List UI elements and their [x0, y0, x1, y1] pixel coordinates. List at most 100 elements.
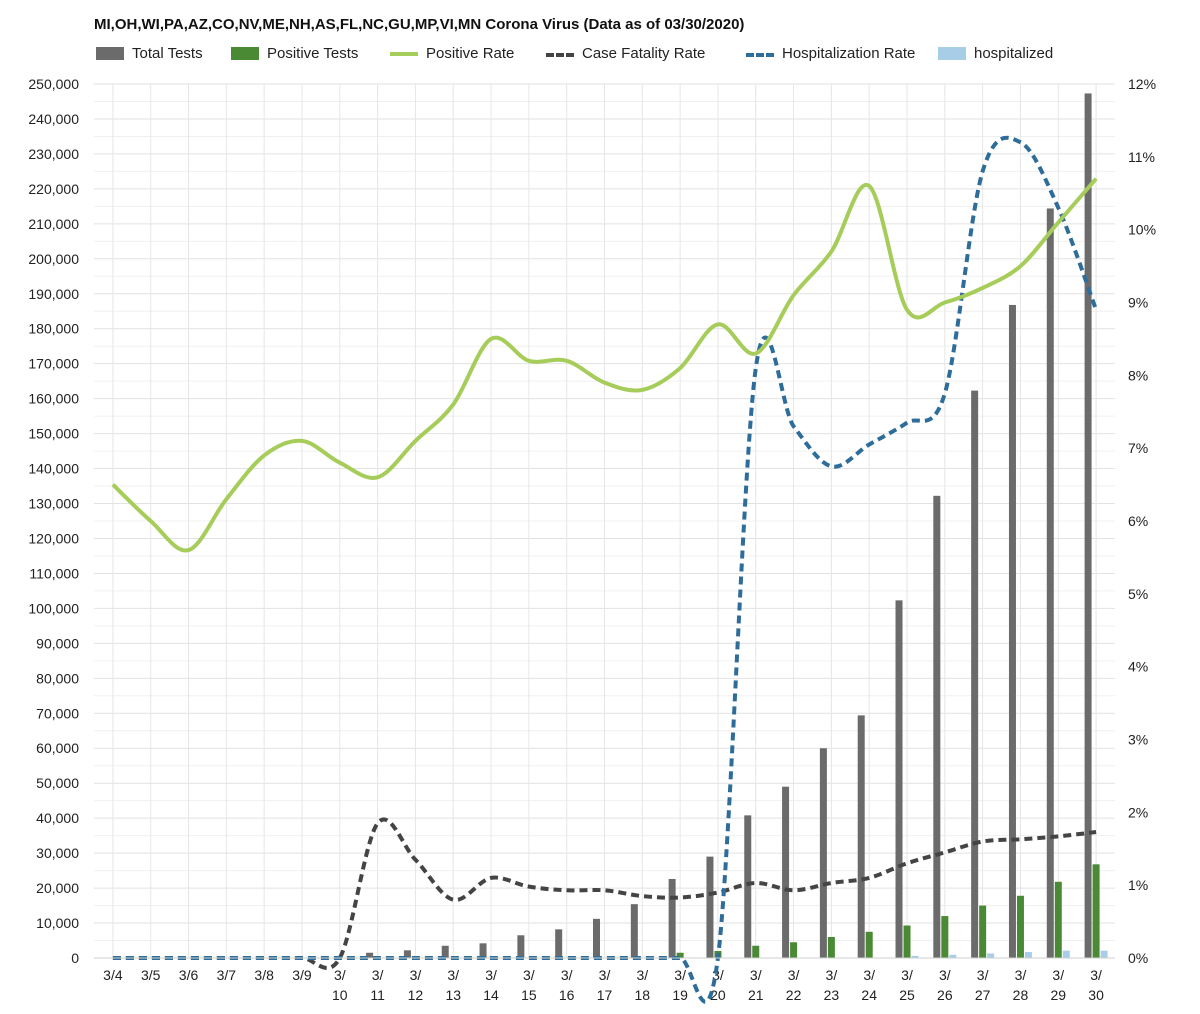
x-tick-label: 25: [899, 987, 915, 1003]
x-tick-label: 3/: [1052, 967, 1064, 983]
x-tick-label: 3/: [410, 967, 422, 983]
bar-total-tests: [895, 600, 903, 958]
x-tick-label: 26: [937, 987, 953, 1003]
legend-label: Case Fatality Rate: [582, 45, 706, 62]
bar-positive-tests: [865, 931, 873, 958]
bar-positive-tests: [1092, 864, 1100, 958]
legend-swatch: [938, 47, 966, 60]
x-tick-label: 3/: [939, 967, 951, 983]
y-left-tick-label: 70,000: [36, 705, 79, 721]
y-left-tick-label: 130,000: [28, 496, 79, 512]
x-tick-label: 3/4: [103, 967, 123, 983]
x-tick-label: 3/: [788, 967, 800, 983]
bar-total-tests: [479, 943, 487, 958]
legend-label: Positive Rate: [426, 45, 515, 62]
y-right-tick-label: 2%: [1128, 804, 1148, 820]
bar-positive-tests: [752, 945, 760, 958]
x-tick-label: 16: [559, 987, 575, 1003]
bar-total-tests: [1008, 304, 1016, 958]
x-tick-label: 3/: [561, 967, 573, 983]
y-left-tick-label: 80,000: [36, 670, 79, 686]
bar-total-tests: [971, 390, 979, 958]
x-tick-label: 3/: [863, 967, 875, 983]
bar-positive-tests: [827, 937, 835, 958]
legend-swatch: [546, 53, 574, 57]
bar-total-tests: [630, 904, 638, 958]
y-right-tick-label: 9%: [1128, 295, 1148, 311]
x-tick-label: 30: [1088, 987, 1104, 1003]
x-tick-label: 3/: [1090, 967, 1102, 983]
legend-label: Total Tests: [132, 45, 203, 62]
bar-total-tests: [706, 856, 714, 958]
y-left-tick-label: 50,000: [36, 775, 79, 791]
bar-positive-tests: [676, 952, 684, 958]
bar-total-tests: [819, 748, 827, 958]
y-right-tick-label: 3%: [1128, 732, 1148, 748]
y-left-tick-label: 30,000: [36, 845, 79, 861]
x-tick-label: 23: [824, 987, 840, 1003]
legend-label: Hospitalization Rate: [782, 45, 916, 62]
y-left-tick-label: 40,000: [36, 810, 79, 826]
y-right-tick-label: 6%: [1128, 513, 1148, 529]
y-right-tick-label: 0%: [1128, 950, 1148, 966]
x-tick-label: 3/7: [217, 967, 237, 983]
x-tick-label: 3/9: [292, 967, 312, 983]
y-right-tick-label: 11%: [1128, 149, 1155, 165]
bar-hospitalized: [1062, 950, 1070, 958]
x-tick-label: 3/: [599, 967, 611, 983]
line-positive-rate: [111, 177, 1098, 553]
x-tick-label: 29: [1050, 987, 1066, 1003]
bar-hospitalized: [949, 954, 957, 958]
line-case-fatality-rate: [112, 817, 1097, 970]
y-left-tick-label: 190,000: [28, 286, 79, 302]
y-left-tick-label: 10,000: [36, 915, 79, 931]
x-tick-label: 15: [521, 987, 537, 1003]
x-tick-label: 11: [370, 987, 385, 1003]
x-tick-label: 3/: [447, 967, 459, 983]
x-tick-label: 3/: [674, 967, 686, 983]
bar-hospitalized: [1024, 952, 1032, 958]
legend-label: hospitalized: [974, 45, 1054, 62]
bar-positive-tests: [790, 942, 798, 958]
x-tick-label: 3/: [750, 967, 762, 983]
x-tick-label: 17: [597, 987, 613, 1003]
x-tick-label: 10: [332, 987, 348, 1003]
y-left-tick-label: 120,000: [28, 530, 79, 546]
legend-swatch: [96, 47, 124, 60]
bar-total-tests: [1084, 93, 1092, 958]
bar-positive-tests: [903, 925, 911, 958]
x-tick-label: 3/8: [254, 967, 274, 983]
bar-hospitalized: [911, 955, 919, 958]
y-left-tick-label: 160,000: [28, 391, 79, 407]
bar-positive-tests: [1016, 895, 1024, 958]
bar-total-tests: [668, 878, 676, 958]
chart-title: MI,OH,WI,PA,AZ,CO,NV,ME,NH,AS,FL,NC,GU,M…: [94, 16, 745, 33]
x-tick-label: 3/6: [179, 967, 199, 983]
x-tick-label: 14: [483, 987, 499, 1003]
bar-total-tests: [1046, 208, 1054, 959]
y-left-tick-label: 220,000: [28, 181, 79, 197]
bar-hospitalized: [987, 953, 995, 958]
y-left-tick-label: 0: [71, 950, 79, 966]
y-left-tick-label: 20,000: [36, 880, 79, 896]
y-left-tick-label: 140,000: [28, 461, 79, 477]
y-left-tick-label: 100,000: [28, 600, 79, 616]
x-tick-label: 3/: [977, 967, 989, 983]
bar-total-tests: [366, 952, 374, 958]
bar-total-tests: [933, 495, 941, 958]
x-tick-label: 3/: [1015, 967, 1027, 983]
legend-label: Positive Tests: [267, 45, 359, 62]
y-left-tick-label: 110,000: [29, 565, 79, 581]
legend-swatch: [390, 52, 418, 56]
y-right-tick-label: 5%: [1128, 586, 1148, 602]
bar-total-tests: [517, 935, 525, 958]
y-right-tick-label: 7%: [1128, 440, 1148, 456]
bar-positive-tests: [1054, 881, 1062, 958]
y-left-tick-label: 240,000: [28, 111, 79, 127]
x-tick-label: 3/: [826, 967, 838, 983]
bar-total-tests: [441, 945, 449, 958]
y-left-tick-label: 250,000: [28, 76, 79, 92]
bar-total-tests: [744, 815, 752, 958]
